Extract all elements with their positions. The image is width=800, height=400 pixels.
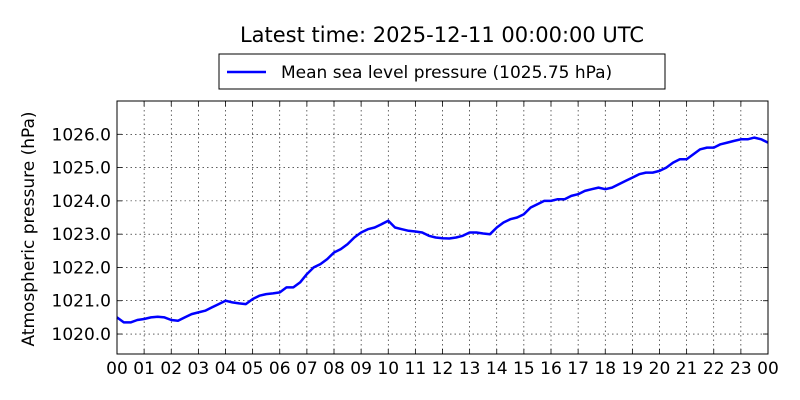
x-tick-label: 01	[133, 359, 155, 379]
x-tick-label: 22	[703, 359, 725, 379]
legend-frame	[218, 53, 666, 90]
y-tick-label: 1020.0	[52, 325, 111, 345]
x-tick-label: 20	[649, 359, 671, 379]
x-tick-label: 09	[350, 359, 372, 379]
x-tick-label: 17	[567, 359, 589, 379]
x-tick-label: 18	[594, 359, 616, 379]
x-tick-label: 04	[215, 359, 237, 379]
series-line-pressure	[116, 136, 769, 324]
x-tick-label: 15	[513, 359, 535, 379]
x-tick-label: 14	[486, 359, 508, 379]
x-tick-label: 06	[269, 359, 291, 379]
x-tick-label: 19	[622, 359, 644, 379]
x-tick-label: 23	[730, 359, 752, 379]
grid	[117, 101, 768, 354]
y-tick-labels: 1020.0 1021.0 1022.0 1023.0 1024.0 1025.0 1026…	[52, 125, 111, 345]
y-tick-label: 1024.0	[52, 192, 111, 212]
y-tick-label: 1021.0	[52, 292, 111, 312]
x-tick-label: 12	[432, 359, 454, 379]
x-tick-label: 08	[323, 359, 345, 379]
legend: Mean sea level pressure (1025.75 hPa)	[218, 53, 666, 90]
x-tick-label: 00	[757, 359, 779, 379]
y-axis-label: Atmospheric pressure (hPa)	[19, 111, 39, 346]
plot-area-frame	[116, 100, 769, 355]
y-tick-label: 1023.0	[52, 225, 111, 245]
x-tick-label: 05	[242, 359, 264, 379]
x-tick-label: 07	[296, 359, 318, 379]
tick-marks	[116, 101, 769, 354]
series-lines	[116, 136, 769, 324]
x-tick-label: 16	[540, 359, 562, 379]
x-tick-label: 10	[377, 359, 399, 379]
x-tick-label: 03	[188, 359, 210, 379]
x-tick-label: 21	[676, 359, 698, 379]
legend-label: Mean sea level pressure (1025.75 hPa)	[281, 63, 612, 83]
y-tick-label: 1022.0	[52, 258, 111, 278]
chart-title: Latest time: 2025-12-11 00:00:00 UTC	[240, 23, 644, 47]
y-tick-label: 1026.0	[52, 125, 111, 145]
x-tick-label: 13	[459, 359, 481, 379]
x-tick-labels: 00 01 02 03 04 05 06 07 08 09 10 11 12 13 14 15 16 17 18 19…	[106, 359, 779, 379]
x-tick-label: 00	[106, 359, 128, 379]
x-tick-label: 11	[405, 359, 427, 379]
x-tick-label: 02	[160, 359, 182, 379]
y-tick-label: 1025.0	[52, 159, 111, 179]
